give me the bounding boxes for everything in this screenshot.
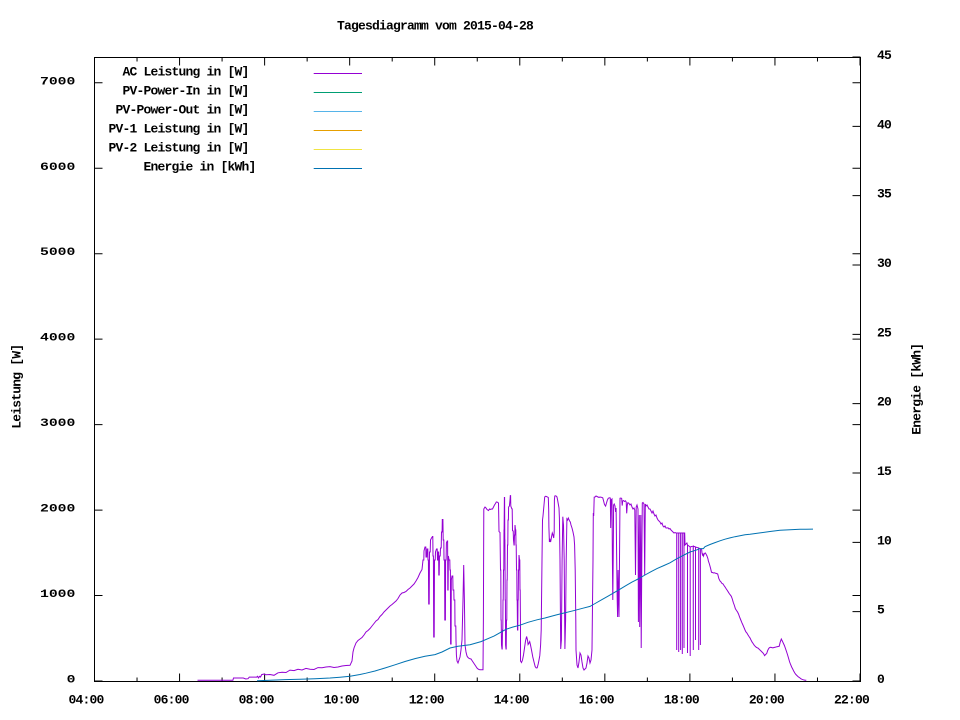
svg-text:PV-1 Leistung in [W]: PV-1 Leistung in [W]	[109, 122, 249, 137]
svg-text:10: 10	[877, 533, 892, 548]
svg-text:04:00: 04:00	[69, 692, 105, 707]
svg-text:40: 40	[877, 117, 892, 132]
svg-text:6000: 6000	[40, 160, 76, 173]
svg-text:35: 35	[877, 187, 892, 202]
svg-text:45: 45	[877, 48, 892, 63]
svg-text:7000: 7000	[40, 75, 76, 88]
svg-text:2000: 2000	[40, 502, 76, 515]
svg-text:18:00: 18:00	[664, 692, 700, 707]
svg-text:0: 0	[877, 672, 885, 687]
svg-text:1000: 1000	[40, 588, 76, 601]
svg-text:Energie in [kWh]: Energie in [kWh]	[144, 160, 256, 175]
svg-text:14:00: 14:00	[494, 692, 530, 707]
svg-text:0: 0	[67, 673, 76, 686]
svg-text:20: 20	[877, 395, 892, 410]
svg-text:12:00: 12:00	[409, 692, 445, 707]
svg-text:5: 5	[877, 603, 885, 618]
svg-text:4000: 4000	[40, 331, 76, 344]
svg-text:Energie [kWh]: Energie [kWh]	[910, 344, 925, 435]
svg-text:5000: 5000	[40, 246, 76, 259]
svg-text:10:00: 10:00	[324, 692, 360, 707]
svg-text:06:00: 06:00	[154, 692, 190, 707]
svg-text:PV-2 Leistung in [W]: PV-2 Leistung in [W]	[109, 141, 249, 156]
svg-text:Leistung [W]: Leistung [W]	[10, 345, 25, 429]
svg-text:20:00: 20:00	[749, 692, 785, 707]
svg-text:15: 15	[877, 464, 892, 479]
svg-text:Tagesdiagramm vom 2015-04-28: Tagesdiagramm vom 2015-04-28	[337, 19, 534, 34]
svg-text:16:00: 16:00	[579, 692, 615, 707]
svg-text:3000: 3000	[40, 417, 76, 430]
svg-text:AC Leistung in [W]: AC Leistung in [W]	[123, 65, 249, 80]
svg-text:PV-Power-In in [W]: PV-Power-In in [W]	[123, 84, 249, 99]
svg-text:22:00: 22:00	[834, 692, 870, 707]
svg-text:25: 25	[877, 325, 892, 340]
svg-text:30: 30	[877, 256, 892, 271]
svg-text:PV-Power-Out in [W]: PV-Power-Out in [W]	[116, 103, 249, 118]
svg-text:08:00: 08:00	[239, 692, 275, 707]
